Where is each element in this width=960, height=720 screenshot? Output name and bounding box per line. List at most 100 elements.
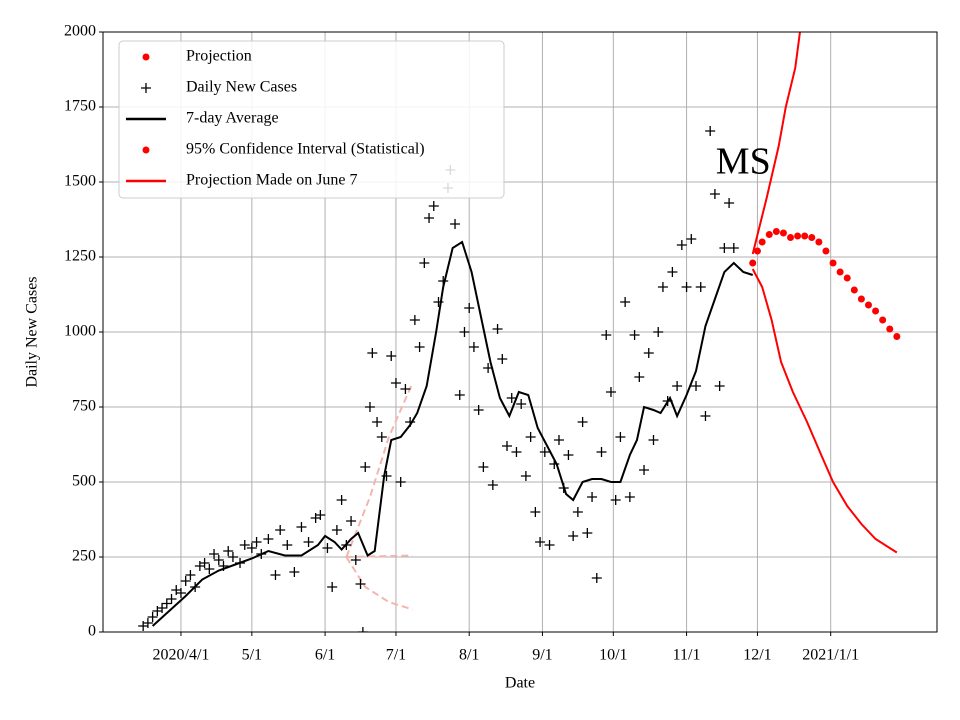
case-marker xyxy=(331,525,342,535)
legend-marker xyxy=(142,53,150,61)
y-tick-label: 500 xyxy=(72,473,96,490)
projection-dot xyxy=(829,259,837,267)
case-marker xyxy=(535,537,546,547)
y-tick-label: 1750 xyxy=(64,98,96,115)
projection-dot xyxy=(822,247,830,255)
case-marker xyxy=(610,495,621,505)
x-tick-label: 7/1 xyxy=(386,647,406,664)
case-marker xyxy=(357,627,368,632)
case-marker xyxy=(596,447,607,457)
case-marker xyxy=(487,480,498,490)
case-marker xyxy=(714,381,725,391)
projection-dot xyxy=(843,274,851,282)
case-marker xyxy=(322,543,333,553)
case-marker xyxy=(409,315,420,325)
case-marker xyxy=(520,471,531,481)
case-marker xyxy=(709,189,720,199)
y-tick-label: 2000 xyxy=(64,23,96,40)
case-marker xyxy=(428,201,439,211)
case-marker xyxy=(161,598,172,609)
projection-dot xyxy=(857,295,865,303)
case-marker xyxy=(166,594,177,604)
projection-dot xyxy=(801,232,809,240)
case-marker xyxy=(315,510,326,520)
y-tick-label: 1250 xyxy=(64,248,96,265)
legend-marker xyxy=(141,83,151,93)
case-marker xyxy=(516,399,527,409)
case-marker xyxy=(591,573,602,583)
case-marker xyxy=(464,303,475,313)
x-tick-label: 6/1 xyxy=(315,647,335,664)
case-marker xyxy=(204,564,215,574)
case-marker xyxy=(572,507,583,517)
case-marker xyxy=(376,432,387,442)
case-marker xyxy=(639,465,650,475)
case-marker xyxy=(601,330,612,340)
annotation: MS xyxy=(716,141,771,183)
case-marker xyxy=(624,492,635,502)
case-marker xyxy=(657,282,668,292)
x-axis-label: Date xyxy=(505,675,535,692)
case-marker xyxy=(511,447,522,457)
case-marker xyxy=(672,381,683,391)
case-marker xyxy=(364,402,375,412)
projection-dot xyxy=(808,234,816,241)
y-tick-label: 750 xyxy=(72,398,96,415)
case-marker xyxy=(691,381,702,391)
case-marker xyxy=(327,582,338,592)
legend-label: Projection xyxy=(186,48,252,65)
series-line xyxy=(151,240,754,627)
case-marker xyxy=(180,576,191,586)
case-marker xyxy=(728,243,739,253)
case-marker xyxy=(700,411,711,421)
case-marker xyxy=(355,579,366,589)
case-marker xyxy=(147,612,158,622)
y-tick-label: 250 xyxy=(72,548,96,565)
series-line xyxy=(751,268,898,554)
legend-label: 7-day Average xyxy=(186,110,279,127)
y-tick-label: 0 xyxy=(88,623,96,640)
x-tick-label: 5/1 xyxy=(242,647,262,664)
case-marker xyxy=(282,540,293,550)
case-marker xyxy=(667,267,678,277)
plot-area xyxy=(138,32,901,632)
y-tick-label: 1000 xyxy=(64,323,96,340)
case-marker xyxy=(544,540,555,550)
projection-dot xyxy=(879,316,887,324)
case-marker xyxy=(390,378,401,388)
case-marker xyxy=(582,528,593,538)
case-marker xyxy=(530,507,541,517)
case-marker xyxy=(386,351,397,361)
case-marker xyxy=(199,558,210,568)
legend-label: Daily New Cases xyxy=(186,79,297,96)
case-marker xyxy=(209,549,220,559)
case-marker xyxy=(473,405,484,415)
case-marker xyxy=(695,282,706,292)
case-marker xyxy=(724,198,735,208)
case-marker xyxy=(502,441,513,451)
case-marker xyxy=(705,126,716,136)
y-tick-label: 1500 xyxy=(64,173,96,190)
legend-marker xyxy=(142,146,150,154)
case-marker xyxy=(686,234,697,244)
projection-dot xyxy=(794,232,802,240)
projection-dot xyxy=(772,228,780,235)
projection-dot xyxy=(893,333,901,340)
case-marker xyxy=(577,417,588,427)
case-marker xyxy=(414,342,425,352)
case-marker xyxy=(275,525,286,535)
case-marker xyxy=(346,516,357,526)
projection-dot xyxy=(765,231,773,238)
case-marker xyxy=(263,534,274,544)
series-line xyxy=(345,382,414,558)
case-marker xyxy=(350,555,361,565)
projection-dot xyxy=(872,307,880,315)
case-marker xyxy=(587,492,598,502)
projection-dot xyxy=(815,238,823,246)
projection-dot xyxy=(836,268,844,276)
projection-dot xyxy=(850,286,858,294)
legend-label: Projection Made on June 7 xyxy=(186,172,358,189)
case-marker xyxy=(719,243,730,253)
case-marker xyxy=(605,387,616,397)
projection-dot xyxy=(779,229,787,237)
